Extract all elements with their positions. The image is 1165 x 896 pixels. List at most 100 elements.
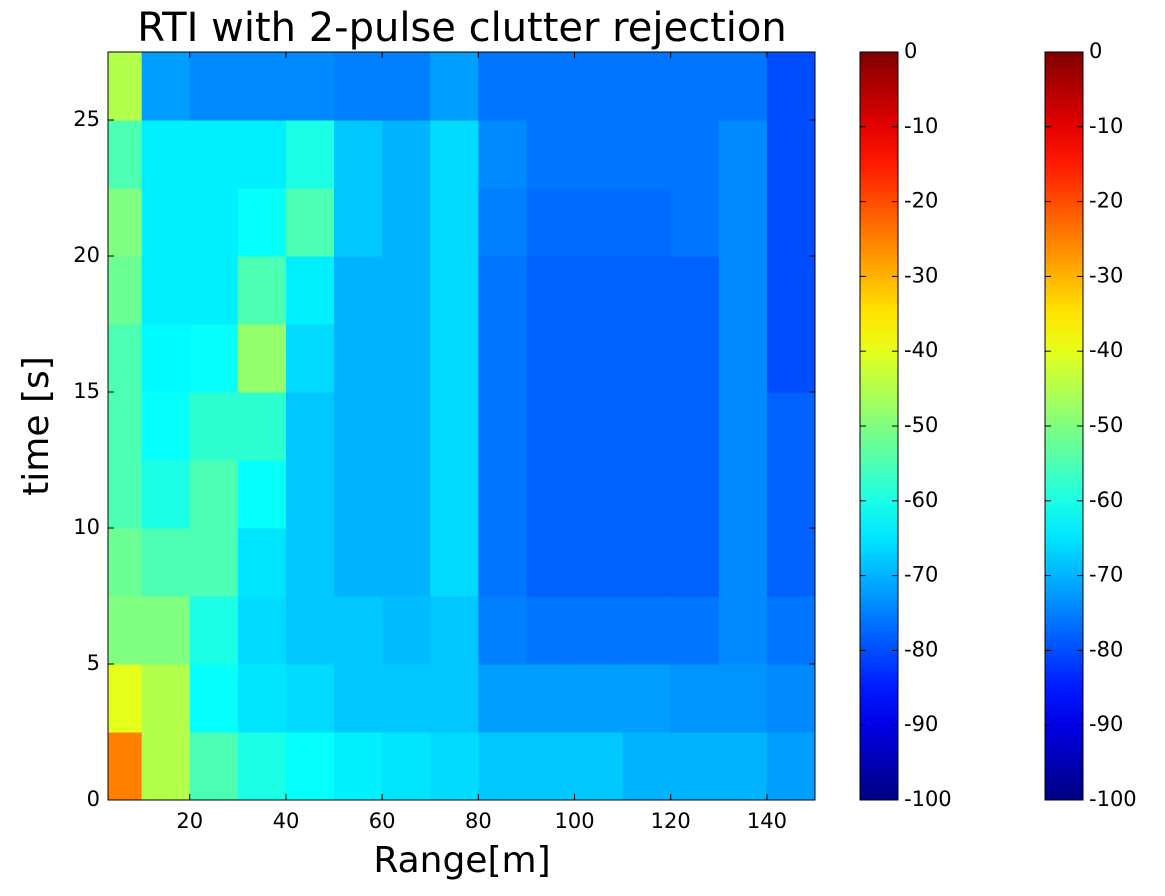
heatmap-cell — [334, 664, 383, 733]
heatmap-cell — [670, 52, 720, 121]
heatmap-cell — [718, 188, 768, 257]
heatmap-cell — [766, 596, 815, 665]
heatmap-cell — [718, 52, 768, 121]
heatmap-cell — [526, 596, 576, 665]
heatmap-cell — [108, 188, 143, 257]
heatmap-cell — [622, 256, 672, 325]
heatmap-cell — [574, 188, 624, 257]
colorbar-tick-label: -70 — [1089, 563, 1123, 587]
colorbar-tick-label: -80 — [1089, 637, 1123, 661]
heatmap-cell — [478, 256, 527, 325]
heatmap-cell — [526, 392, 576, 461]
heatmap-cell — [141, 664, 191, 733]
heatmap-cell — [334, 120, 383, 189]
heatmap-cell — [766, 392, 815, 461]
heatmap-cell — [622, 52, 672, 121]
heatmap-cell — [478, 392, 527, 461]
heatmap-cell — [382, 664, 431, 733]
heatmap-cell — [430, 528, 479, 597]
heatmap-cell — [334, 324, 383, 393]
heatmap-cell — [285, 188, 335, 257]
heatmap-cell — [670, 460, 720, 529]
heatmap-cell — [382, 732, 431, 800]
heatmap-cell — [574, 460, 624, 529]
heatmap-cell — [108, 460, 143, 529]
heatmap-cell — [526, 664, 576, 733]
heatmap-cell — [285, 732, 335, 800]
heatmap-cell — [670, 256, 720, 325]
heatmap-cell — [718, 392, 768, 461]
heatmap-cell — [237, 120, 287, 189]
colorbar-tick-label: -20 — [1089, 189, 1123, 213]
colorbar-tick-label: -10 — [904, 114, 938, 138]
heatmap-cell — [189, 120, 239, 189]
heatmap-cell — [766, 528, 815, 597]
heatmap-cell — [237, 52, 287, 121]
heatmap-cell — [478, 528, 527, 597]
colorbar-tick-label: -70 — [904, 563, 938, 587]
colorbar-tick-label: -60 — [1089, 488, 1123, 512]
heatmap-cell — [670, 120, 720, 189]
heatmap-cell — [478, 52, 527, 121]
heatmap-cell — [237, 732, 287, 800]
heatmap-cell — [430, 52, 479, 121]
heatmap-cell — [237, 664, 287, 733]
heatmap-cell — [526, 460, 576, 529]
heatmap-cell — [108, 324, 143, 393]
colorbar-tick-label: -50 — [1089, 413, 1123, 437]
heatmap-cell — [718, 256, 768, 325]
heatmap-cell — [141, 596, 191, 665]
heatmap-cell — [526, 120, 576, 189]
heatmap-cell — [526, 188, 576, 257]
heatmap-cell — [430, 324, 479, 393]
heatmap-cell — [670, 528, 720, 597]
x-tick-label: 80 — [465, 809, 492, 833]
heatmap-cell — [334, 528, 383, 597]
heatmap-cell — [718, 460, 768, 529]
x-tick-label: 120 — [651, 809, 691, 833]
heatmap-cell — [189, 324, 239, 393]
heatmap-cell — [718, 664, 768, 733]
heatmap-cell — [574, 120, 624, 189]
heatmap-cell — [574, 596, 624, 665]
x-tick-label: 20 — [176, 809, 203, 833]
heatmap-cell — [622, 392, 672, 461]
heatmap-cell — [141, 732, 191, 800]
heatmap-cell — [478, 120, 527, 189]
heatmap-cell — [334, 52, 383, 121]
heatmap-cell — [189, 664, 239, 733]
heatmap-cell — [670, 664, 720, 733]
heatmap-cell — [382, 528, 431, 597]
heatmap-cell — [237, 392, 287, 461]
heatmap-cell — [189, 256, 239, 325]
heatmap-cell — [430, 392, 479, 461]
heatmap-cell — [108, 256, 143, 325]
heatmap-cell — [526, 324, 576, 393]
heatmap — [108, 52, 815, 800]
heatmap-cell — [237, 324, 287, 393]
heatmap-cell — [766, 52, 815, 121]
heatmap-cell — [622, 528, 672, 597]
y-tick-label: 25 — [73, 107, 100, 131]
heatmap-cell — [189, 596, 239, 665]
heatmap-cell — [478, 732, 527, 800]
colorbar-tick-label: -50 — [904, 413, 938, 437]
chart-title: RTI with 2-pulse clutter rejection — [137, 5, 786, 51]
heatmap-cell — [141, 52, 191, 121]
heatmap-cell — [718, 120, 768, 189]
heatmap-cell — [574, 324, 624, 393]
y-tick-label: 20 — [73, 243, 100, 267]
heatmap-cell — [382, 392, 431, 461]
heatmap-cell — [141, 528, 191, 597]
colorbar-tick-label: -100 — [1089, 787, 1137, 811]
heatmap-cell — [382, 256, 431, 325]
x-axis-label: Range[m] — [373, 840, 550, 881]
colorbar-tick-label: -90 — [904, 712, 938, 736]
heatmap-cell — [189, 528, 239, 597]
heatmap-cell — [526, 256, 576, 325]
heatmap-cell — [334, 732, 383, 800]
colorbar-tick-label: -40 — [1089, 338, 1123, 362]
heatmap-cell — [670, 324, 720, 393]
y-tick-label: 5 — [87, 651, 100, 675]
